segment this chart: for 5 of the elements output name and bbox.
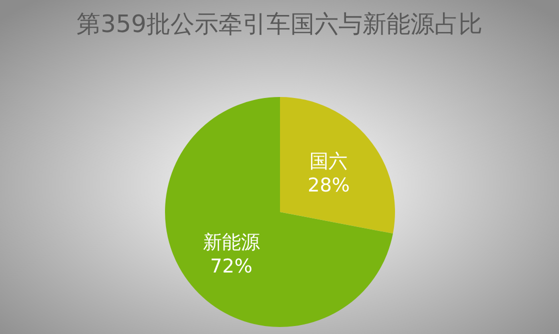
slice-label: 国六: [310, 150, 348, 173]
data-label: 28%: [308, 174, 350, 197]
slice-label: 新能源: [202, 231, 260, 254]
data-label: 72%: [210, 255, 252, 278]
chart-title: 第359批公示牵引车国六与新能源占比: [76, 10, 482, 38]
